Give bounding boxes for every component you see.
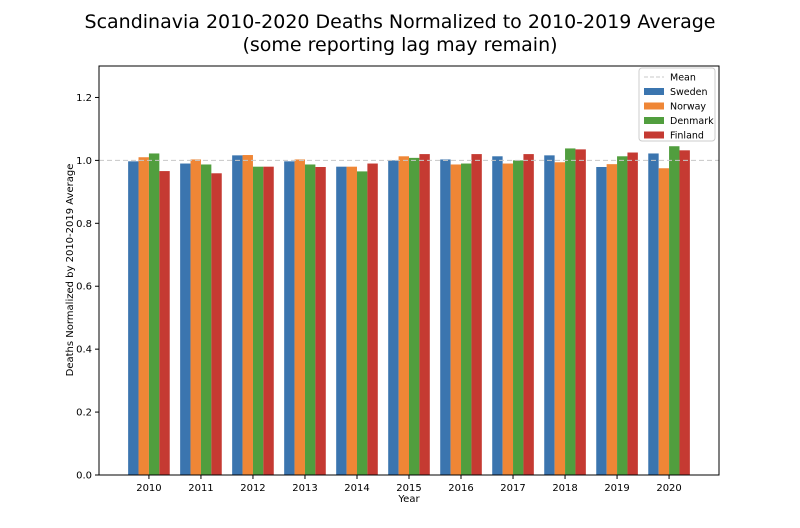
bar-finland-2019 (627, 152, 638, 475)
bar-norway-2011 (190, 159, 201, 475)
legend-label: Sweden (670, 87, 708, 98)
legend-swatch-denmark (644, 117, 664, 124)
bar-norway-2010 (138, 157, 149, 475)
y-tick-label: 0.8 (76, 219, 92, 230)
x-tick-label: 2019 (604, 483, 629, 494)
bar-denmark-2012 (252, 166, 264, 475)
bar-finland-2020 (679, 150, 690, 475)
legend-swatch-norway (644, 102, 664, 110)
y-axis-label: Deaths Normalized by 2010-2019 Average (65, 164, 76, 377)
y-tick-label: 1.2 (76, 93, 92, 104)
bar-norway-2012 (242, 155, 253, 476)
chart-subtitle: (some reporting lag may remain) (242, 34, 557, 56)
legend-label: Denmark (670, 116, 714, 127)
bar-sweden-2015 (388, 160, 399, 475)
bar-sweden-2020 (648, 153, 659, 475)
bar-denmark-2014 (356, 171, 368, 475)
bar-norway-2016 (450, 164, 462, 475)
bar-denmark-2010 (148, 153, 160, 475)
bar-denmark-2016 (461, 163, 472, 475)
x-tick-label: 2016 (448, 483, 473, 494)
x-tick-label: 2015 (396, 483, 421, 494)
bar-norway-2019 (606, 164, 618, 475)
y-tick-label: 0.6 (76, 282, 92, 293)
bar-sweden-2013 (284, 161, 295, 475)
bar-denmark-2018 (565, 148, 576, 475)
x-tick-label: 2013 (292, 483, 317, 494)
bar-finland-2012 (263, 166, 274, 475)
bar-norway-2014 (346, 166, 357, 475)
y-tick-label: 0.2 (76, 408, 92, 419)
x-tick-label: 2014 (344, 483, 369, 494)
x-tick-label: 2018 (552, 483, 577, 494)
x-tick-label: 2011 (188, 483, 213, 494)
y-tick-label: 0.0 (76, 471, 92, 482)
y-tick-label: 0.4 (76, 345, 92, 356)
legend-swatch-sweden (644, 88, 664, 95)
bar-norway-2013 (294, 159, 305, 475)
bar-sweden-2014 (336, 166, 347, 475)
legend-label: Finland (670, 131, 704, 142)
bar-denmark-2019 (617, 156, 628, 475)
bar-sweden-2019 (596, 166, 607, 476)
x-tick-label: 2020 (656, 483, 681, 494)
bar-norway-2020 (658, 168, 670, 475)
x-tick-label: 2017 (500, 483, 525, 494)
bar-finland-2010 (159, 171, 170, 475)
bar-finland-2014 (367, 163, 378, 475)
legend-swatch-finland (644, 131, 664, 139)
bar-sweden-2010 (128, 161, 139, 475)
bar-sweden-2016 (440, 159, 451, 475)
bar-denmark-2015 (409, 157, 420, 476)
bar-denmark-2020 (669, 146, 680, 475)
bar-finland-2015 (419, 154, 430, 476)
bar-finland-2017 (523, 154, 534, 476)
bar-norway-2017 (502, 163, 514, 475)
x-tick-label: 2010 (136, 483, 161, 494)
legend: Mean Sweden Norway Denmark Finland (638, 67, 716, 142)
bar-denmark-2017 (513, 160, 524, 475)
bar-denmark-2011 (200, 164, 212, 475)
bar-denmark-2013 (304, 164, 316, 475)
plot-frame (98, 65, 720, 476)
bar-sweden-2018 (544, 155, 555, 475)
legend-label: Mean (670, 73, 696, 84)
x-axis-label: Year (397, 494, 420, 505)
bar-sweden-2017 (492, 156, 503, 475)
bar-finland-2013 (315, 166, 326, 476)
y-tick-label: 1.0 (76, 156, 92, 167)
bar-finland-2016 (471, 154, 482, 476)
chart-title: Scandinavia 2010-2020 Deaths Normalized … (85, 11, 716, 33)
bar-finland-2018 (575, 149, 586, 475)
legend-label: Norway (670, 102, 706, 113)
x-tick-label: 2012 (240, 483, 265, 494)
bar-norway-2015 (398, 156, 409, 475)
bar-norway-2018 (554, 162, 566, 475)
bar-finland-2011 (211, 173, 222, 475)
bar-sweden-2011 (180, 163, 191, 475)
bar-sweden-2012 (232, 155, 243, 475)
